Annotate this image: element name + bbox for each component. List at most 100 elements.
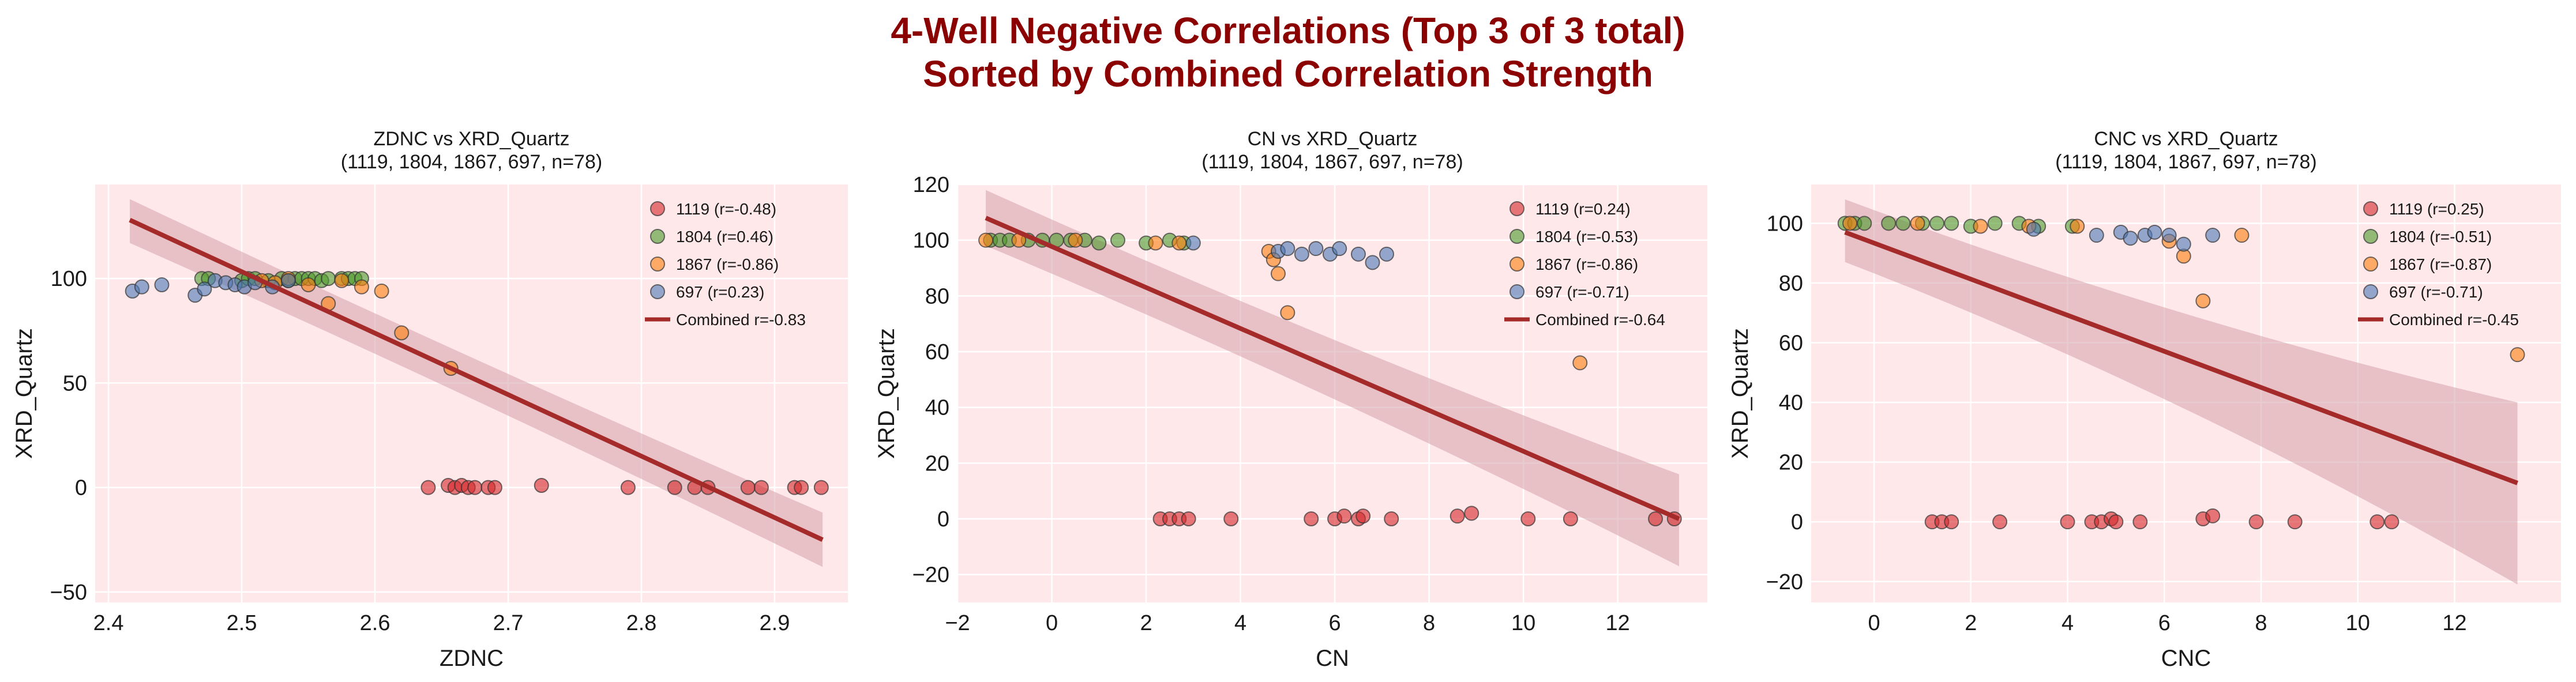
y-axis-label: XRD_Quartz	[12, 328, 37, 459]
data-point	[301, 277, 316, 292]
data-point	[1336, 508, 1352, 524]
data-point	[1304, 511, 1319, 526]
data-point	[2026, 221, 2041, 237]
y-tick-label: −50	[50, 581, 87, 605]
data-point	[2248, 514, 2264, 530]
data-point	[197, 281, 212, 297]
data-point	[1973, 218, 1988, 234]
data-point	[1992, 514, 2008, 530]
y-tick-label: 80	[1779, 272, 1803, 296]
x-axis-label: CNC	[2161, 646, 2211, 671]
legend-marker	[1509, 229, 1524, 244]
legend-label: 1867 (r=-0.86)	[1535, 255, 1638, 273]
panel-subtitle: (1119, 1804, 1867, 697, n=78)	[1201, 151, 1463, 173]
data-point	[354, 279, 369, 295]
data-point	[280, 273, 296, 288]
data-point	[1332, 241, 1347, 257]
legend-label: 697 (r=0.23)	[676, 283, 764, 301]
data-point	[1294, 246, 1309, 262]
data-point	[321, 271, 336, 287]
x-tick-label: 2.7	[493, 611, 524, 635]
y-tick-label: 100	[1767, 212, 1803, 236]
x-tick-label: −2	[945, 611, 970, 635]
data-point	[374, 283, 389, 299]
regression-line	[129, 217, 824, 542]
y-tick-label: −20	[913, 563, 949, 587]
x-tick-label: 10	[1511, 611, 1535, 635]
y-tick-label: 0	[1791, 510, 1803, 534]
panel-title: CNC vs XRD_Quartz	[2094, 128, 2278, 150]
data-point	[620, 480, 636, 495]
legend-label: 1804 (r=-0.53)	[1535, 228, 1638, 246]
legend-marker	[2363, 257, 2378, 272]
data-point	[2510, 347, 2525, 363]
panel-subtitle: (1119, 1804, 1867, 697, n=78)	[341, 151, 602, 173]
data-point	[1987, 216, 2003, 231]
legend-marker	[650, 257, 665, 272]
x-tick-label: 4	[1234, 611, 1246, 635]
data-point	[1450, 508, 1465, 524]
data-point	[2161, 228, 2177, 243]
data-point	[2147, 224, 2162, 240]
legend-label: 1867 (r=-0.86)	[676, 255, 779, 273]
panel-cn-vs-xrd-quartz: CN vs XRD_Quartz(1119, 1804, 1867, 697, …	[874, 128, 1707, 671]
data-point	[1563, 511, 1578, 526]
data-point	[2205, 228, 2221, 243]
data-point	[2370, 514, 2385, 530]
data-point	[1355, 508, 1371, 524]
data-point	[134, 279, 149, 295]
data-point	[753, 480, 769, 495]
data-point	[1365, 255, 1380, 270]
legend-label: 1804 (r=-0.51)	[2389, 228, 2492, 246]
data-point	[2132, 514, 2148, 530]
data-point	[2384, 514, 2399, 530]
y-tick-label: 40	[925, 396, 949, 420]
legend-label: 1119 (r=-0.48)	[676, 200, 776, 218]
data-point	[794, 480, 809, 495]
data-point	[420, 480, 436, 495]
legend-label: 1119 (r=0.25)	[2389, 200, 2484, 218]
confidence-band	[130, 199, 823, 567]
y-axis-label: XRD_Quartz	[1728, 328, 1753, 459]
legend-label: Combined r=-0.83	[676, 311, 806, 329]
x-tick-label: 2.5	[227, 611, 257, 635]
y-tick-label: 20	[1779, 451, 1803, 475]
y-tick-label: 0	[937, 507, 949, 532]
x-tick-label: 6	[2158, 611, 2171, 635]
x-tick-label: 0	[1868, 611, 1880, 635]
data-point	[467, 480, 483, 495]
legend-label: 1804 (r=0.46)	[676, 228, 773, 246]
x-tick-label: 2.8	[626, 611, 657, 635]
x-tick-label: 10	[2346, 611, 2370, 635]
data-point	[1520, 511, 1536, 526]
panel-subtitle: (1119, 1804, 1867, 697, n=78)	[2055, 151, 2316, 173]
panel-cnc-vs-xrd-quartz: CNC vs XRD_Quartz(1119, 1804, 1867, 697,…	[1728, 128, 2561, 671]
x-tick-label: 8	[1423, 611, 1435, 635]
data-point	[2060, 514, 2075, 530]
y-tick-label: −20	[1766, 570, 1803, 594]
y-tick-label: 50	[63, 371, 87, 395]
confidence-band	[986, 190, 1679, 567]
data-point	[1384, 511, 1399, 526]
data-point	[1181, 511, 1196, 526]
data-point	[1464, 506, 1479, 521]
data-point	[534, 478, 549, 493]
x-axis-label: CN	[1316, 646, 1349, 671]
x-tick-label: 8	[2255, 611, 2267, 635]
data-point	[1308, 241, 1324, 257]
data-point	[1929, 216, 1945, 231]
data-point	[394, 325, 410, 341]
x-tick-label: 12	[1606, 611, 1630, 635]
y-tick-label: 80	[925, 284, 949, 308]
legend-label: Combined r=-0.45	[2389, 311, 2519, 329]
data-point	[1944, 514, 1959, 530]
legend-marker	[650, 284, 665, 299]
y-tick-label: 40	[1779, 391, 1803, 415]
data-point	[667, 480, 682, 495]
data-point	[1648, 511, 1663, 526]
data-point	[2234, 228, 2250, 243]
data-point	[1110, 232, 1125, 248]
y-tick-label: 20	[925, 451, 949, 476]
data-point	[1091, 235, 1107, 251]
x-tick-label: 0	[1046, 611, 1058, 635]
